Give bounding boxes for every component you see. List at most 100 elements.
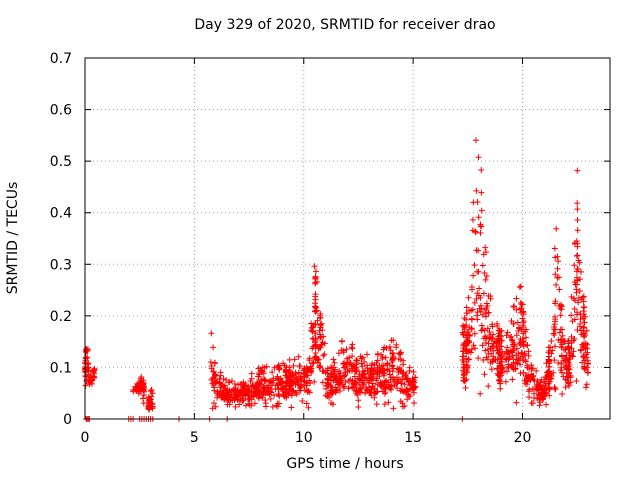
data-point [312, 291, 319, 298]
data-point [497, 385, 504, 392]
data-point [567, 379, 574, 386]
data-point [291, 356, 298, 363]
data-point [223, 395, 230, 402]
data-point [557, 326, 564, 333]
data-point [208, 363, 215, 370]
data-point [553, 225, 560, 232]
data-point [499, 359, 506, 366]
data-point [505, 361, 512, 368]
data-point [489, 323, 496, 330]
data-point [345, 377, 352, 384]
data-point [551, 321, 558, 328]
data-point [379, 354, 386, 361]
data-point [240, 397, 247, 404]
data-point [306, 377, 313, 384]
data-point [267, 395, 274, 402]
data-point [224, 401, 231, 408]
data-point [312, 296, 319, 303]
data-point [286, 367, 293, 374]
data-point [355, 397, 362, 404]
data-point [581, 363, 588, 370]
data-point [356, 371, 363, 378]
data-point [551, 331, 558, 338]
data-point [293, 391, 300, 398]
data-point [299, 397, 306, 404]
data-point [463, 304, 470, 311]
data-point [139, 395, 146, 402]
data-point [390, 376, 397, 383]
data-point [480, 357, 487, 364]
data-point [324, 393, 331, 400]
data-point [306, 355, 313, 362]
data-point [349, 353, 356, 360]
data-point [353, 379, 360, 386]
data-point [343, 346, 350, 353]
data-point [330, 356, 337, 363]
data-point [386, 384, 393, 391]
data-point [358, 360, 365, 367]
data-point [569, 353, 576, 360]
data-point [335, 350, 342, 357]
data-point [475, 268, 482, 275]
data-point [477, 390, 484, 397]
data-point [209, 405, 216, 412]
data-point [517, 306, 524, 312]
data-point [274, 373, 281, 380]
data-point [460, 322, 467, 329]
data-point [546, 356, 553, 363]
data-point [581, 311, 588, 318]
data-point [571, 279, 578, 286]
data-point [529, 372, 536, 379]
data-point [461, 378, 468, 385]
data-point [488, 336, 495, 343]
data-point [209, 375, 216, 382]
data-point [478, 322, 485, 329]
data-point [573, 286, 580, 293]
data-point [481, 371, 488, 378]
data-point [526, 394, 533, 401]
data-point [296, 384, 303, 391]
data-point [484, 302, 491, 309]
data-point [558, 352, 565, 359]
data-point [565, 343, 572, 350]
data-point [405, 393, 412, 400]
data-point [551, 313, 558, 320]
data-point [225, 389, 232, 396]
data-point [82, 382, 89, 389]
data-point [228, 378, 235, 385]
data-point [476, 285, 483, 292]
data-point [552, 326, 559, 333]
data-point [517, 361, 524, 368]
data-point [305, 387, 312, 394]
data-point [312, 275, 319, 282]
data-point [582, 332, 589, 339]
data-point [517, 283, 524, 290]
data-point [568, 345, 575, 352]
plot-frame [84, 57, 611, 420]
data-point [378, 363, 385, 370]
data-point [269, 369, 276, 376]
data-point [313, 342, 320, 349]
data-point [355, 403, 362, 410]
data-point [232, 403, 239, 410]
data-point [468, 315, 475, 322]
data-point [410, 369, 417, 376]
data-point [296, 363, 303, 370]
y-tick-label: 0.2 [50, 309, 72, 325]
data-point [513, 332, 520, 339]
data-point [556, 329, 563, 336]
data-point [267, 386, 274, 393]
data-point [382, 354, 389, 361]
data-point [216, 375, 223, 382]
data-point [573, 274, 580, 281]
data-point [217, 369, 224, 376]
data-point [583, 384, 590, 391]
data-point [212, 360, 219, 367]
data-point [377, 382, 384, 389]
data-point [498, 343, 505, 350]
data-point [340, 349, 347, 356]
data-point [565, 370, 572, 377]
data-point [559, 390, 566, 397]
data-point [461, 341, 468, 348]
data-point [276, 362, 283, 369]
